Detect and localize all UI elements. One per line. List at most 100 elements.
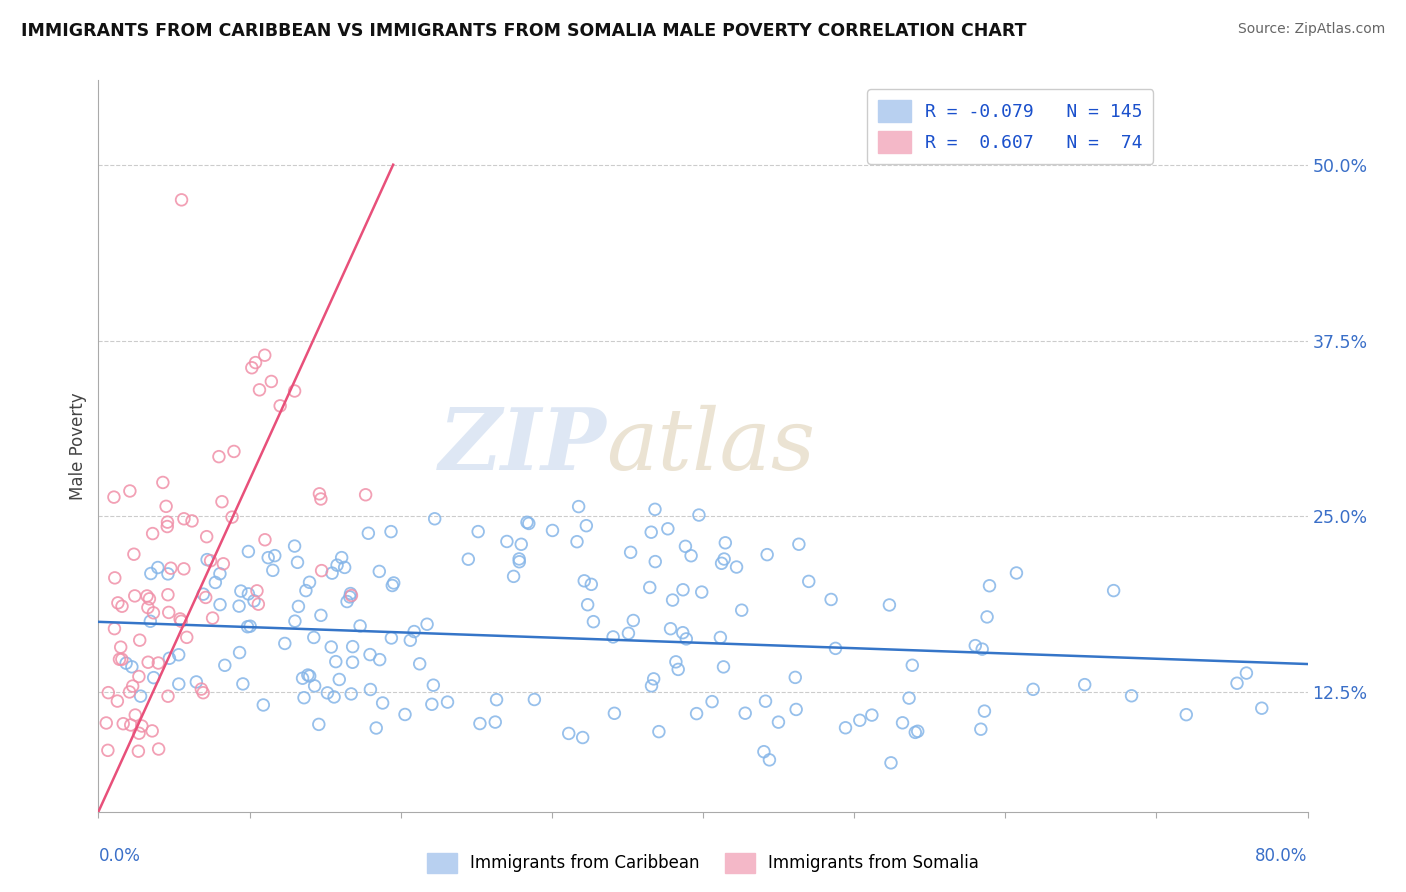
Point (112, 716, 135, 731)
Point (357, 526, 380, 541)
Point (103, 622, 125, 636)
Point (128, 726, 150, 740)
Point (222, 444, 245, 458)
Point (979, 579, 1001, 593)
Legend: R = -0.079   N = 145, R =  0.607   N =  74: R = -0.079 N = 145, R = 0.607 N = 74 (868, 89, 1153, 164)
Point (111, 599, 134, 614)
Text: Source: ZipAtlas.com: Source: ZipAtlas.com (1237, 22, 1385, 37)
Point (485, 692, 508, 706)
Point (685, 706, 707, 721)
Point (688, 508, 710, 522)
Point (785, 702, 807, 716)
Point (467, 524, 489, 539)
Point (371, 696, 394, 710)
Point (195, 552, 218, 566)
Point (292, 690, 315, 705)
Point (714, 536, 737, 550)
Point (672, 625, 695, 640)
Point (228, 599, 250, 614)
Point (333, 560, 356, 574)
Point (574, 574, 596, 588)
Point (309, 491, 332, 506)
Point (121, 679, 143, 693)
Point (236, 620, 259, 634)
Y-axis label: Male Poverty: Male Poverty (69, 392, 87, 500)
Point (681, 549, 703, 563)
Point (420, 698, 443, 712)
Point (170, 193, 193, 207)
Point (713, 660, 735, 674)
Point (173, 512, 195, 526)
Point (105, 694, 128, 708)
Point (756, 548, 779, 562)
Point (139, 566, 162, 581)
Text: atlas: atlas (606, 405, 815, 487)
Point (176, 631, 198, 645)
Point (274, 636, 297, 650)
Point (675, 632, 697, 646)
Point (118, 483, 141, 498)
Point (136, 589, 159, 603)
Point (104, 571, 127, 585)
Point (484, 715, 506, 730)
Point (308, 487, 330, 501)
Point (191, 686, 214, 700)
Point (675, 539, 697, 553)
Point (496, 534, 519, 549)
Point (665, 655, 688, 669)
Point (146, 560, 169, 574)
Point (115, 656, 138, 670)
Point (141, 723, 163, 738)
Point (380, 631, 402, 645)
Point (243, 594, 266, 608)
Point (263, 549, 285, 563)
Point (221, 510, 243, 524)
Point (582, 615, 605, 629)
Point (972, 642, 994, 657)
Point (380, 524, 402, 539)
Point (128, 633, 150, 648)
Point (238, 544, 260, 558)
Point (368, 565, 391, 579)
Point (860, 708, 883, 723)
Point (713, 552, 735, 566)
Point (354, 488, 377, 502)
Point (316, 686, 339, 700)
Point (517, 516, 540, 531)
Point (644, 502, 666, 516)
Point (323, 690, 346, 704)
Point (111, 652, 134, 666)
Point (1236, 666, 1258, 681)
Point (156, 566, 179, 581)
Point (252, 698, 274, 712)
Point (834, 721, 856, 735)
Point (156, 519, 179, 533)
Point (200, 554, 222, 568)
Point (659, 622, 682, 636)
Point (382, 576, 405, 591)
Point (152, 475, 174, 490)
Point (1022, 682, 1045, 697)
Point (1250, 701, 1272, 715)
Point (118, 685, 141, 699)
Point (768, 715, 790, 730)
Point (565, 534, 588, 549)
Point (603, 706, 626, 721)
Point (97, 685, 120, 699)
Point (321, 640, 343, 654)
Point (339, 586, 361, 600)
Point (228, 646, 250, 660)
Point (284, 384, 307, 398)
Point (253, 533, 276, 547)
Point (295, 583, 318, 598)
Legend: Immigrants from Caribbean, Immigrants from Somalia: Immigrants from Caribbean, Immigrants fr… (420, 847, 986, 880)
Point (581, 577, 603, 591)
Point (408, 657, 430, 671)
Point (394, 707, 416, 722)
Point (167, 648, 190, 662)
Point (558, 726, 581, 740)
Point (208, 450, 231, 464)
Point (287, 599, 309, 614)
Point (107, 596, 129, 610)
Point (308, 717, 330, 731)
